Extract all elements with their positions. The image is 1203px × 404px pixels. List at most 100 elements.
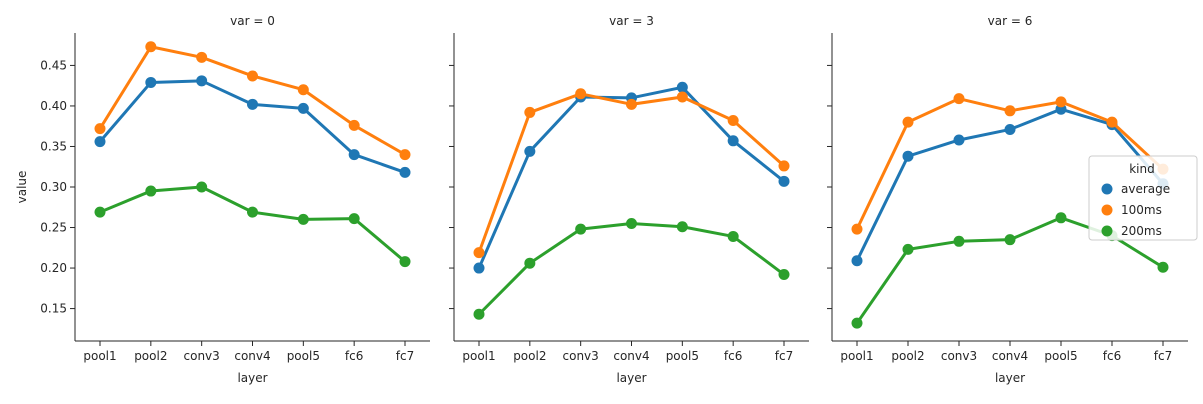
data-point-100ms <box>297 84 309 96</box>
data-point-100ms <box>1004 105 1016 117</box>
data-point-100ms <box>94 123 106 135</box>
x-tick-label: conv3 <box>184 349 220 363</box>
panel-title: var = 6 <box>988 14 1033 28</box>
data-point-100ms <box>1106 116 1118 128</box>
series-line-200ms <box>98 185 407 264</box>
y-tick-label: 0.20 <box>40 261 67 275</box>
data-point-100ms <box>399 149 411 161</box>
x-tick-label: conv4 <box>992 349 1028 363</box>
x-tick-label: pool5 <box>287 349 320 363</box>
data-point-200ms <box>473 308 485 320</box>
data-point-100ms <box>676 91 688 103</box>
data-point-100ms <box>524 106 536 118</box>
data-point-200ms <box>348 213 360 225</box>
data-point-average <box>524 145 536 157</box>
data-point-100ms <box>778 160 790 172</box>
x-tick-label: pool2 <box>891 349 924 363</box>
x-tick-label: fc6 <box>345 349 363 363</box>
data-point-average <box>1004 123 1016 135</box>
x-tick-label: pool5 <box>1044 349 1077 363</box>
data-point-200ms <box>297 213 309 225</box>
data-point-average <box>399 166 411 178</box>
data-point-200ms <box>727 230 739 242</box>
data-point-200ms <box>626 217 637 229</box>
data-point-200ms <box>399 256 411 268</box>
y-tick-label: 0.45 <box>40 58 67 72</box>
x-tick-label: conv4 <box>613 349 649 363</box>
x-tick-label: fc6 <box>1103 349 1121 363</box>
x-tick-label: fc7 <box>775 349 793 363</box>
data-point-average <box>676 81 688 93</box>
data-point-average <box>727 135 739 147</box>
legend-label-200ms: 200ms <box>1121 224 1162 238</box>
x-tick-label: pool1 <box>840 349 873 363</box>
data-point-100ms <box>727 115 739 127</box>
legend-label-average: average <box>1121 182 1170 196</box>
data-point-200ms <box>1157 261 1169 273</box>
y-axis-label: value <box>15 171 29 204</box>
y-tick-label: 0.30 <box>40 180 67 194</box>
data-point-100ms <box>575 88 587 100</box>
data-point-average <box>953 134 965 146</box>
data-point-200ms <box>1055 212 1067 224</box>
x-tick-label: fc7 <box>1154 349 1172 363</box>
x-tick-label: pool1 <box>83 349 116 363</box>
legend-label-100ms: 100ms <box>1121 203 1162 217</box>
data-point-200ms <box>676 221 688 233</box>
data-point-200ms <box>94 206 106 218</box>
data-point-200ms <box>145 185 157 197</box>
data-point-200ms <box>902 243 914 255</box>
data-point-average <box>94 136 106 148</box>
x-tick-label: pool1 <box>462 349 495 363</box>
data-point-200ms <box>575 223 587 235</box>
data-point-100ms <box>196 51 208 63</box>
data-point-100ms <box>953 93 965 105</box>
y-tick-label: 0.25 <box>40 221 67 235</box>
data-point-200ms <box>524 257 536 269</box>
legend-marker-average <box>1101 183 1113 195</box>
x-tick-label: conv3 <box>563 349 599 363</box>
x-tick-label: fc7 <box>396 349 414 363</box>
legend-title: kind <box>1129 162 1155 176</box>
x-tick-label: conv3 <box>941 349 977 363</box>
data-point-100ms <box>247 70 258 82</box>
panel-title: var = 0 <box>230 14 275 28</box>
x-axis-label: layer <box>616 371 646 385</box>
data-point-average <box>902 150 914 162</box>
x-tick-label: pool2 <box>513 349 546 363</box>
x-axis-label: layer <box>995 371 1025 385</box>
legend-marker-100ms <box>1101 204 1113 216</box>
y-tick-label: 0.35 <box>40 139 67 153</box>
data-point-average <box>145 76 157 88</box>
y-tick-label: 0.15 <box>40 302 67 316</box>
x-axis-label: layer <box>237 371 267 385</box>
data-point-average <box>247 98 258 110</box>
data-point-100ms <box>902 116 914 128</box>
x-tick-label: fc6 <box>724 349 742 363</box>
data-point-average <box>851 255 863 267</box>
data-point-100ms <box>851 223 863 235</box>
x-tick-label: conv4 <box>234 349 270 363</box>
data-point-200ms <box>778 269 790 281</box>
panel-title: var = 3 <box>609 14 654 28</box>
y-tick-label: 0.40 <box>40 99 67 113</box>
data-point-100ms <box>626 98 637 110</box>
data-point-average <box>297 102 309 114</box>
data-point-100ms <box>1055 96 1067 108</box>
data-point-100ms <box>348 119 360 131</box>
x-tick-label: pool2 <box>134 349 167 363</box>
x-tick-label: pool5 <box>666 349 699 363</box>
data-point-200ms <box>196 181 208 193</box>
data-point-average <box>778 175 790 187</box>
data-point-200ms <box>953 235 965 247</box>
data-point-average <box>473 262 485 274</box>
legend-box <box>1088 155 1198 241</box>
data-point-200ms <box>851 317 863 329</box>
data-point-200ms <box>247 206 258 218</box>
data-point-100ms <box>473 247 485 259</box>
data-point-average <box>348 149 360 161</box>
legend-marker-200ms <box>1101 225 1113 237</box>
data-point-average <box>196 75 208 87</box>
